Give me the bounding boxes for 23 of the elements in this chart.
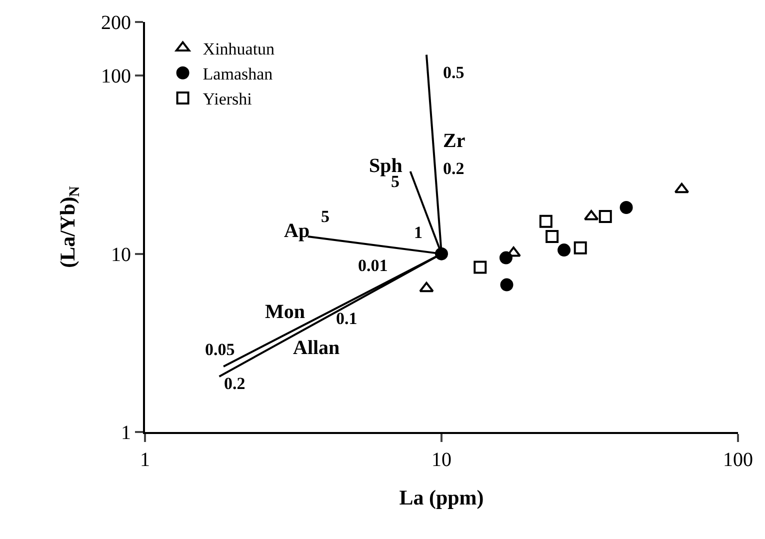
x-axis-title: La (ppm) [399,486,484,510]
annotation: 5 [321,207,330,226]
annotation: 0.05 [205,340,235,359]
legend-label: Lamashan [202,64,274,84]
annotation: 0.2 [443,159,464,178]
annotation: 1 [414,223,422,242]
y-tick-label: 1 [121,422,131,444]
annotation: 0.2 [224,374,246,393]
legend-label: Yiershi [202,90,252,109]
x-tick-label: 10 [432,449,452,471]
annotation: 0.01 [358,256,388,275]
annotation: Allan [293,337,340,359]
legend-label: Xinhuatun [202,39,276,58]
x-tick-label: 100 [723,449,753,471]
y-tick-label: 200 [101,12,131,34]
y-tick-label: 10 [111,244,131,266]
annotation: 0.5 [443,63,464,82]
annotation: 0.1 [336,309,358,328]
x-tick-label: 1 [140,449,150,471]
annotation: Mon [265,301,305,323]
annotation: Zr [443,130,466,152]
y-tick-label: 100 [101,66,131,88]
annotation: Ap [284,220,310,242]
